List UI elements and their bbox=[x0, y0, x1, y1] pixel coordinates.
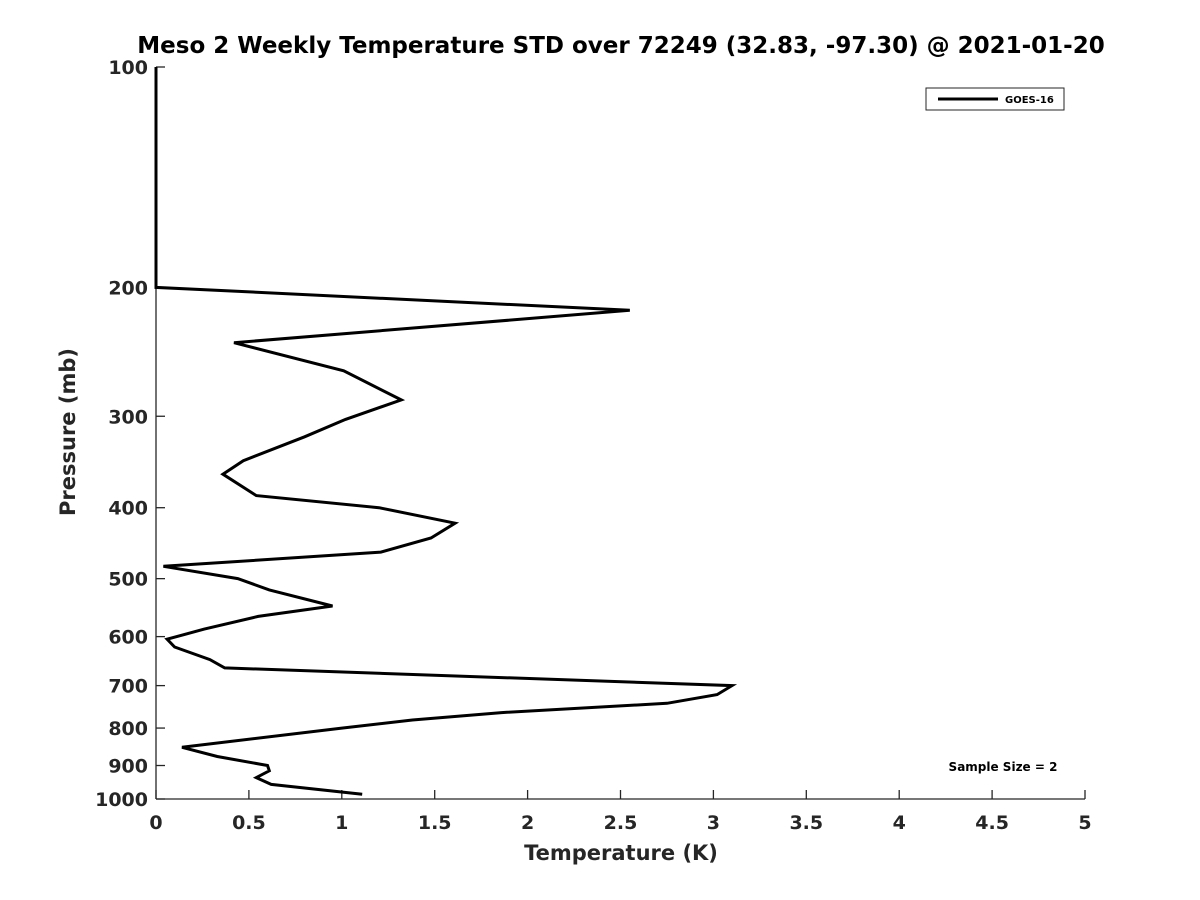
y-axis-label: Pressure (mb) bbox=[56, 348, 80, 516]
chart-title: Meso 2 Weekly Temperature STD over 72249… bbox=[137, 33, 1104, 59]
y-tick-label: 1000 bbox=[95, 789, 148, 811]
x-tick-label: 2.5 bbox=[604, 812, 638, 834]
x-tick-label: 1 bbox=[335, 812, 348, 834]
x-tick-label: 0 bbox=[149, 812, 162, 834]
x-tick-label: 4 bbox=[893, 812, 906, 834]
x-tick-label: 1.5 bbox=[418, 812, 452, 834]
y-tick-label: 500 bbox=[108, 569, 148, 591]
sample-size-annotation: Sample Size = 2 bbox=[949, 760, 1058, 774]
y-tick-label: 600 bbox=[108, 627, 148, 649]
legend-entry-goes-16: GOES-16 bbox=[1005, 95, 1054, 106]
y-tick-label: 800 bbox=[108, 718, 148, 740]
series-line-goes-16 bbox=[154, 67, 738, 796]
x-tick-label: 2 bbox=[521, 812, 534, 834]
x-tick-label: 0.5 bbox=[232, 812, 266, 834]
y-tick-label: 700 bbox=[108, 676, 148, 698]
x-tick-label: 5 bbox=[1078, 812, 1091, 834]
y-tick-label: 900 bbox=[108, 756, 148, 778]
x-tick-label: 4.5 bbox=[975, 812, 1009, 834]
x-axis-label: Temperature (K) bbox=[524, 841, 718, 865]
axes: 0 0.5 1 1.5 2 2.5 3 3.5 4 4.5 5 100 200 300 400 500 600 7… bbox=[95, 57, 1092, 834]
legend: GOES-16 bbox=[925, 87, 1065, 111]
plot-area bbox=[154, 67, 738, 796]
y-tick-label: 200 bbox=[108, 277, 148, 299]
x-tick-label: 3.5 bbox=[789, 812, 823, 834]
y-tick-label: 300 bbox=[108, 406, 148, 428]
y-tick-label: 100 bbox=[108, 57, 148, 79]
x-tick-label: 3 bbox=[707, 812, 720, 834]
y-tick-label: 400 bbox=[108, 498, 148, 520]
